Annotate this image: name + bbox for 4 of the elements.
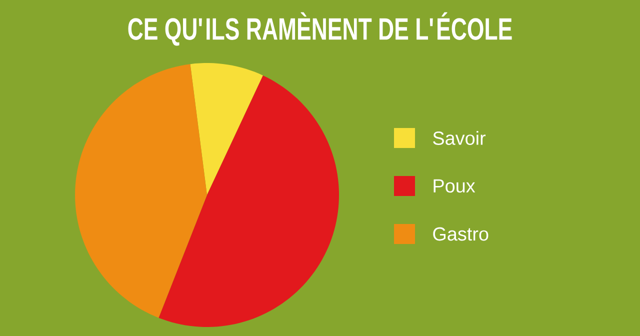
legend-label: Savoir xyxy=(433,131,486,145)
legend-label: Poux xyxy=(434,179,476,193)
legend-label: Gastro xyxy=(433,227,488,241)
chart-title: CE QU'ILS RAMÈNENT DE L'ÉCOLE xyxy=(128,12,512,46)
